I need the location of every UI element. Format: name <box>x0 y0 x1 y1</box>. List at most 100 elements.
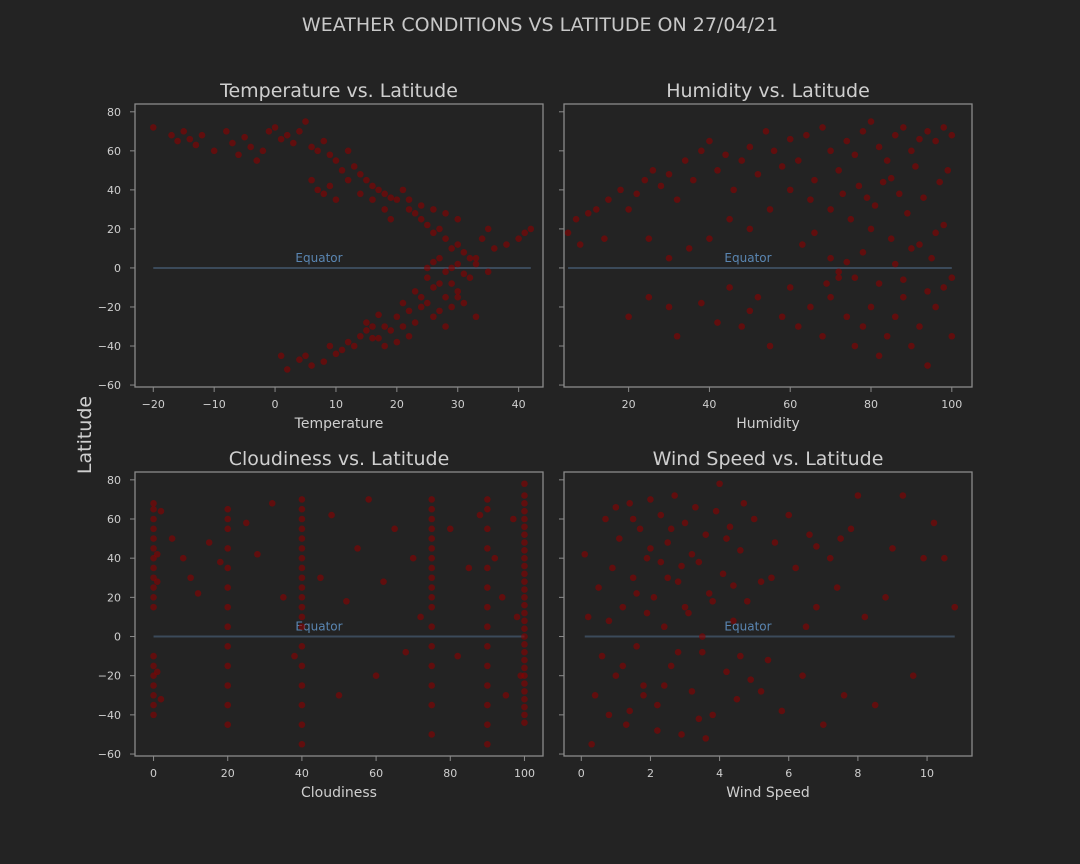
temperature-data-point <box>460 249 468 256</box>
wind-speed-equator-label: Equator <box>724 620 771 634</box>
cloudiness-data-point <box>298 525 306 533</box>
figure-suptitle: WEATHER CONDITIONS VS LATITUDE ON 27/04/… <box>302 14 778 36</box>
cloudiness-data-point <box>217 558 224 566</box>
wind-speed-data-point <box>941 554 948 562</box>
cloudiness-data-point <box>510 515 517 523</box>
cloudiness-equator-label: Equator <box>295 620 342 634</box>
humidity-data-point <box>916 323 923 330</box>
temperature-data-point <box>277 135 285 143</box>
cloudiness-data-point <box>428 662 436 670</box>
cloudiness-data-point <box>157 695 165 703</box>
wind-speed-data-point <box>674 578 682 585</box>
temperature-data-point <box>265 128 273 135</box>
wind-speed-data-point <box>899 492 907 499</box>
temperature-data-point <box>393 338 401 346</box>
cloudiness-data-point <box>498 594 506 601</box>
cloudiness-data-point <box>380 578 387 585</box>
temperature-data-point <box>149 124 157 131</box>
temperature-data-point <box>442 293 449 301</box>
cloudiness-data-point <box>298 535 306 542</box>
temperature-data-point <box>363 327 370 334</box>
wind-speed-data-point <box>740 500 748 507</box>
temperature-data-point <box>350 342 358 350</box>
wind-speed-data-point <box>612 672 620 679</box>
wind-speed-x-tick-label: 6 <box>785 767 792 780</box>
cloudiness-data-point <box>521 711 528 719</box>
humidity-data-point <box>823 280 830 287</box>
cloudiness-y-tick-label: −20 <box>98 670 121 683</box>
wind-speed-data-point <box>833 584 841 591</box>
wind-speed-data-point <box>909 672 917 679</box>
wind-speed-data-point <box>889 545 896 552</box>
cloudiness-data-point <box>298 682 306 689</box>
wind-speed-data-point <box>602 515 609 523</box>
humidity-data-point <box>746 225 754 233</box>
temperature-data-point <box>344 338 352 346</box>
cloudiness-data-point <box>521 547 528 554</box>
wind-speed-data-point <box>619 603 627 611</box>
cloudiness-data-point <box>153 578 161 585</box>
humidity-data-point <box>625 313 632 321</box>
cloudiness-data-point <box>491 554 499 562</box>
wind-speed-data-point <box>629 574 637 582</box>
temperature-data-point <box>381 190 388 198</box>
humidity-data-point <box>887 235 895 242</box>
temperature-panel: Temperature vs. Latitude Temperature −20 −1… <box>98 80 544 432</box>
cloudiness-data-point <box>484 584 491 591</box>
cloudiness-data-point <box>298 545 306 552</box>
cloudiness-data-point <box>179 554 187 562</box>
humidity-data-point <box>859 128 867 135</box>
cloudiness-data-point <box>224 545 232 552</box>
cloudiness-data-point <box>417 613 424 621</box>
humidity-x-tick-label: 100 <box>941 398 962 411</box>
cloudiness-data-point <box>521 617 528 625</box>
cloudiness-data-point <box>187 574 194 582</box>
humidity-data-point <box>754 293 762 301</box>
wind-speed-data-point <box>643 554 651 562</box>
temperature-data-point <box>436 254 443 262</box>
humidity-data-point <box>726 215 733 223</box>
wind-speed-data-point <box>882 594 889 601</box>
cloudiness-data-point <box>484 525 491 533</box>
wind-speed-data-point <box>688 550 696 558</box>
wind-speed-data-point <box>598 652 606 660</box>
temperature-data-point <box>381 342 388 350</box>
temperature-data-point <box>460 270 468 278</box>
temperature-data-point <box>417 202 425 209</box>
wind-speed-data-point <box>750 515 758 523</box>
cloudiness-data-point <box>298 623 306 631</box>
cloudiness-data-point <box>484 643 491 650</box>
temperature-data-point <box>320 137 328 145</box>
cloudiness-data-point <box>317 574 324 582</box>
humidity-data-point <box>584 209 592 217</box>
cloudiness-data-point <box>428 584 436 591</box>
cloudiness-data-point <box>484 740 491 748</box>
temperature-data-point <box>454 293 462 301</box>
wind-speed-data-point <box>743 597 751 605</box>
wind-speed-data-point <box>920 554 927 562</box>
cloudiness-data-point <box>428 623 436 631</box>
cloudiness-data-point <box>224 505 232 513</box>
humidity-data-point <box>851 274 859 282</box>
wind-speed-data-point <box>671 492 678 499</box>
temperature-data-point <box>423 221 431 229</box>
cloudiness-data-point <box>521 719 528 727</box>
temperature-data-point <box>454 215 462 223</box>
humidity-data-point <box>900 124 907 131</box>
temperature-data-point <box>369 196 376 203</box>
humidity-data-point <box>645 235 653 242</box>
wind-speed-data-point <box>768 574 775 582</box>
temperature-data-point <box>363 176 370 184</box>
temperature-y-tick-label: −20 <box>98 301 121 314</box>
cloudiness-x-tick-label: 0 <box>150 767 157 780</box>
wind-speed-data-point <box>674 648 682 656</box>
cloudiness-data-point <box>521 633 528 640</box>
wind-speed-x-tick-label: 4 <box>716 767 723 780</box>
cloudiness-panel: Cloudiness vs. Latitude Cloudiness 0 20 40 60… <box>98 448 544 801</box>
temperature-data-point <box>399 299 407 307</box>
wind-speed-data-point <box>733 695 741 703</box>
temperature-data-point <box>235 151 242 159</box>
cloudiness-data-point <box>298 584 306 591</box>
cloudiness-data-point <box>298 613 306 621</box>
temperature-data-point <box>448 303 455 311</box>
